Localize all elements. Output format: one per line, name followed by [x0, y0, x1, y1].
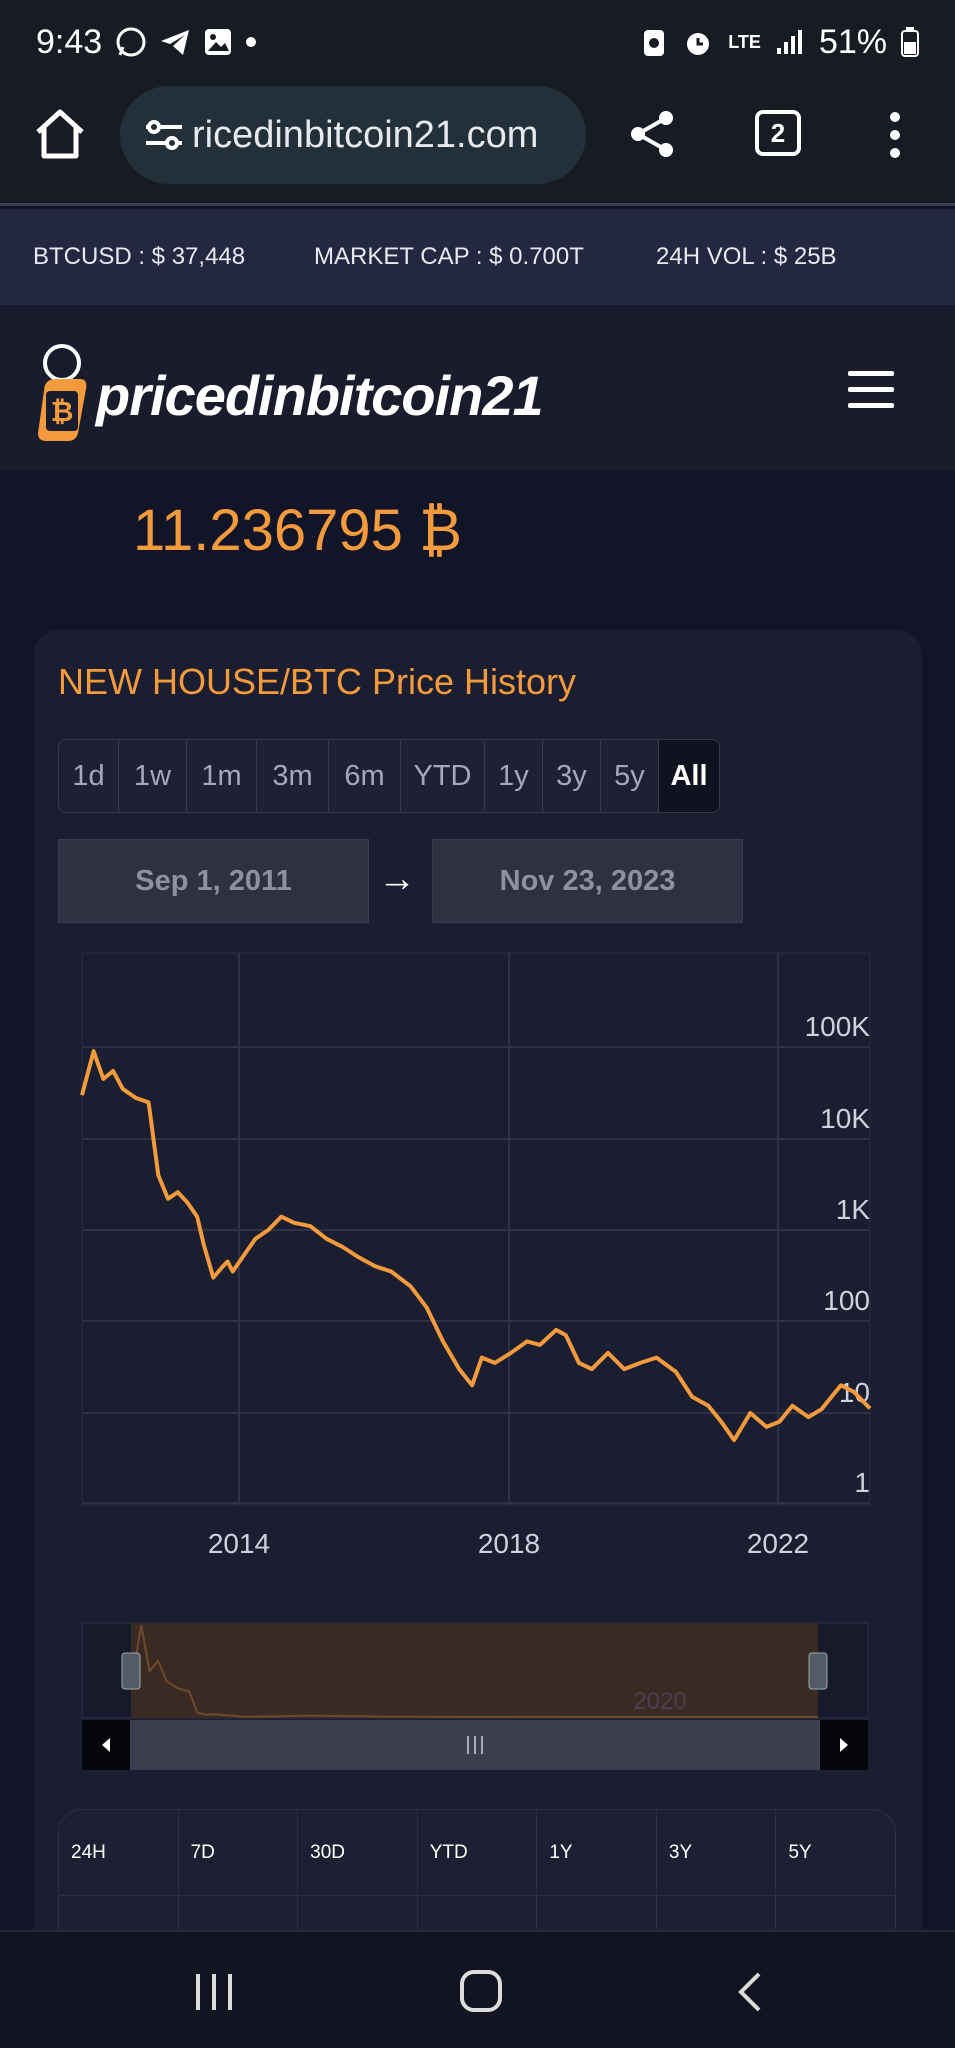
x-axis-ticks: 2014 2018 2022 — [208, 1528, 809, 1559]
scroll-right-icon — [840, 1738, 848, 1752]
battery-percent: 51% — [818, 22, 887, 61]
site-settings-icon[interactable] — [142, 115, 186, 155]
recents-icon[interactable] — [192, 1972, 236, 2012]
returns-table-header: 24H 7D 30D YTD 1Y 3Y 5Y — [59, 1810, 895, 1896]
dot-icon — [246, 37, 257, 47]
range-1m[interactable]: 1m — [187, 740, 257, 812]
price-in-btc: 11.236795 ₿ — [133, 498, 462, 563]
home-nav-icon[interactable] — [458, 1968, 504, 2014]
alarm-icon — [687, 33, 710, 55]
scroll-left-icon — [102, 1738, 110, 1752]
range-selector: 1d 1w 1m 3m 6m YTD 1y 3y 5y All — [58, 739, 720, 813]
tabs-button[interactable]: 2 — [755, 110, 801, 156]
whatsapp-icon — [116, 27, 146, 57]
range-all[interactable]: All — [659, 740, 719, 812]
navigator-label: 2020 — [633, 1688, 686, 1715]
home-icon[interactable] — [32, 106, 88, 162]
price-line — [80, 1049, 872, 1443]
url-text: ricedinbitcoin21.com — [192, 113, 539, 156]
svg-text:₿: ₿ — [51, 395, 74, 428]
date-to-input[interactable]: Nov 23, 2023 — [432, 839, 743, 923]
scroll-grip-icon — [467, 1736, 483, 1754]
telegram-icon — [161, 30, 190, 55]
battery-saver-icon — [644, 30, 665, 56]
range-6m[interactable]: 6m — [329, 740, 401, 812]
ticker-volume: 24H VOL : $ 25B — [656, 243, 837, 270]
logo-icon[interactable]: ₿ — [36, 343, 94, 443]
x-tick-label: 2014 — [208, 1528, 270, 1559]
y-tick-label: 1K — [836, 1194, 871, 1225]
returns-header-3y: 3Y — [657, 1810, 777, 1895]
y-tick-label: 100 — [823, 1285, 870, 1316]
more-menu-icon[interactable] — [880, 110, 910, 160]
range-1y[interactable]: 1y — [485, 740, 543, 812]
url-field[interactable]: ricedinbitcoin21.com — [120, 86, 586, 184]
returns-header-ytd: YTD — [418, 1810, 538, 1895]
returns-header-30d: 30D — [298, 1810, 418, 1895]
network-type: LTE — [728, 32, 761, 52]
status-time: 9:43 — [36, 22, 103, 61]
navigator-selection[interactable] — [131, 1623, 818, 1718]
range-5y[interactable]: 5y — [601, 740, 659, 812]
x-tick-label: 2018 — [478, 1528, 540, 1559]
range-ytd[interactable]: YTD — [401, 740, 485, 812]
range-3m[interactable]: 3m — [257, 740, 329, 812]
ticker-market-cap: MARKET CAP : $ 0.700T — [314, 243, 584, 270]
menu-icon[interactable] — [848, 371, 894, 411]
range-1d[interactable]: 1d — [59, 740, 119, 812]
returns-header-7d: 7D — [179, 1810, 299, 1895]
browser-toolbar: ricedinbitcoin21.com 2 — [0, 84, 955, 206]
returns-header-1y: 1Y — [537, 1810, 657, 1895]
back-icon[interactable] — [735, 1970, 765, 2014]
signal-icon — [776, 30, 802, 54]
navigator-left-handle[interactable] — [121, 1652, 141, 1690]
status-right: LTE 51% — [640, 23, 919, 62]
status-bar: 9:43 LTE 51% — [0, 0, 955, 84]
logo-text[interactable]: pricedinbitcoin21 — [96, 364, 544, 427]
range-3y[interactable]: 3y — [543, 740, 601, 812]
site-header: ₿ pricedinbitcoin21 — [0, 305, 955, 471]
y-tick-label: 100K — [805, 1011, 871, 1042]
y-tick-label: 10K — [820, 1103, 870, 1134]
share-icon[interactable] — [626, 108, 678, 160]
notification-icons — [114, 25, 258, 59]
system-nav-bar — [0, 1930, 955, 2048]
chart-title: NEW HOUSE/BTC Price History — [58, 661, 577, 702]
battery-icon — [901, 27, 919, 57]
navigator-right-handle[interactable] — [808, 1652, 828, 1690]
chart-grid — [81, 952, 871, 1506]
ticker-btcusd: BTCUSD : $ 37,448 — [33, 243, 246, 270]
returns-header-24h: 24H — [59, 1810, 179, 1895]
date-arrow: → — [378, 858, 416, 900]
market-ticker: BTCUSD : $ 37,448 MARKET CAP : $ 0.700T … — [0, 209, 955, 305]
x-tick-label: 2022 — [747, 1528, 809, 1559]
y-tick-label: 1 — [854, 1467, 870, 1498]
returns-header-5y: 5Y — [788, 1841, 812, 1863]
date-from-input[interactable]: Sep 1, 2011 — [58, 839, 369, 923]
gallery-icon — [205, 29, 232, 55]
range-1w[interactable]: 1w — [119, 740, 187, 812]
chart-navigator[interactable]: 2020 — [81, 1622, 869, 1770]
